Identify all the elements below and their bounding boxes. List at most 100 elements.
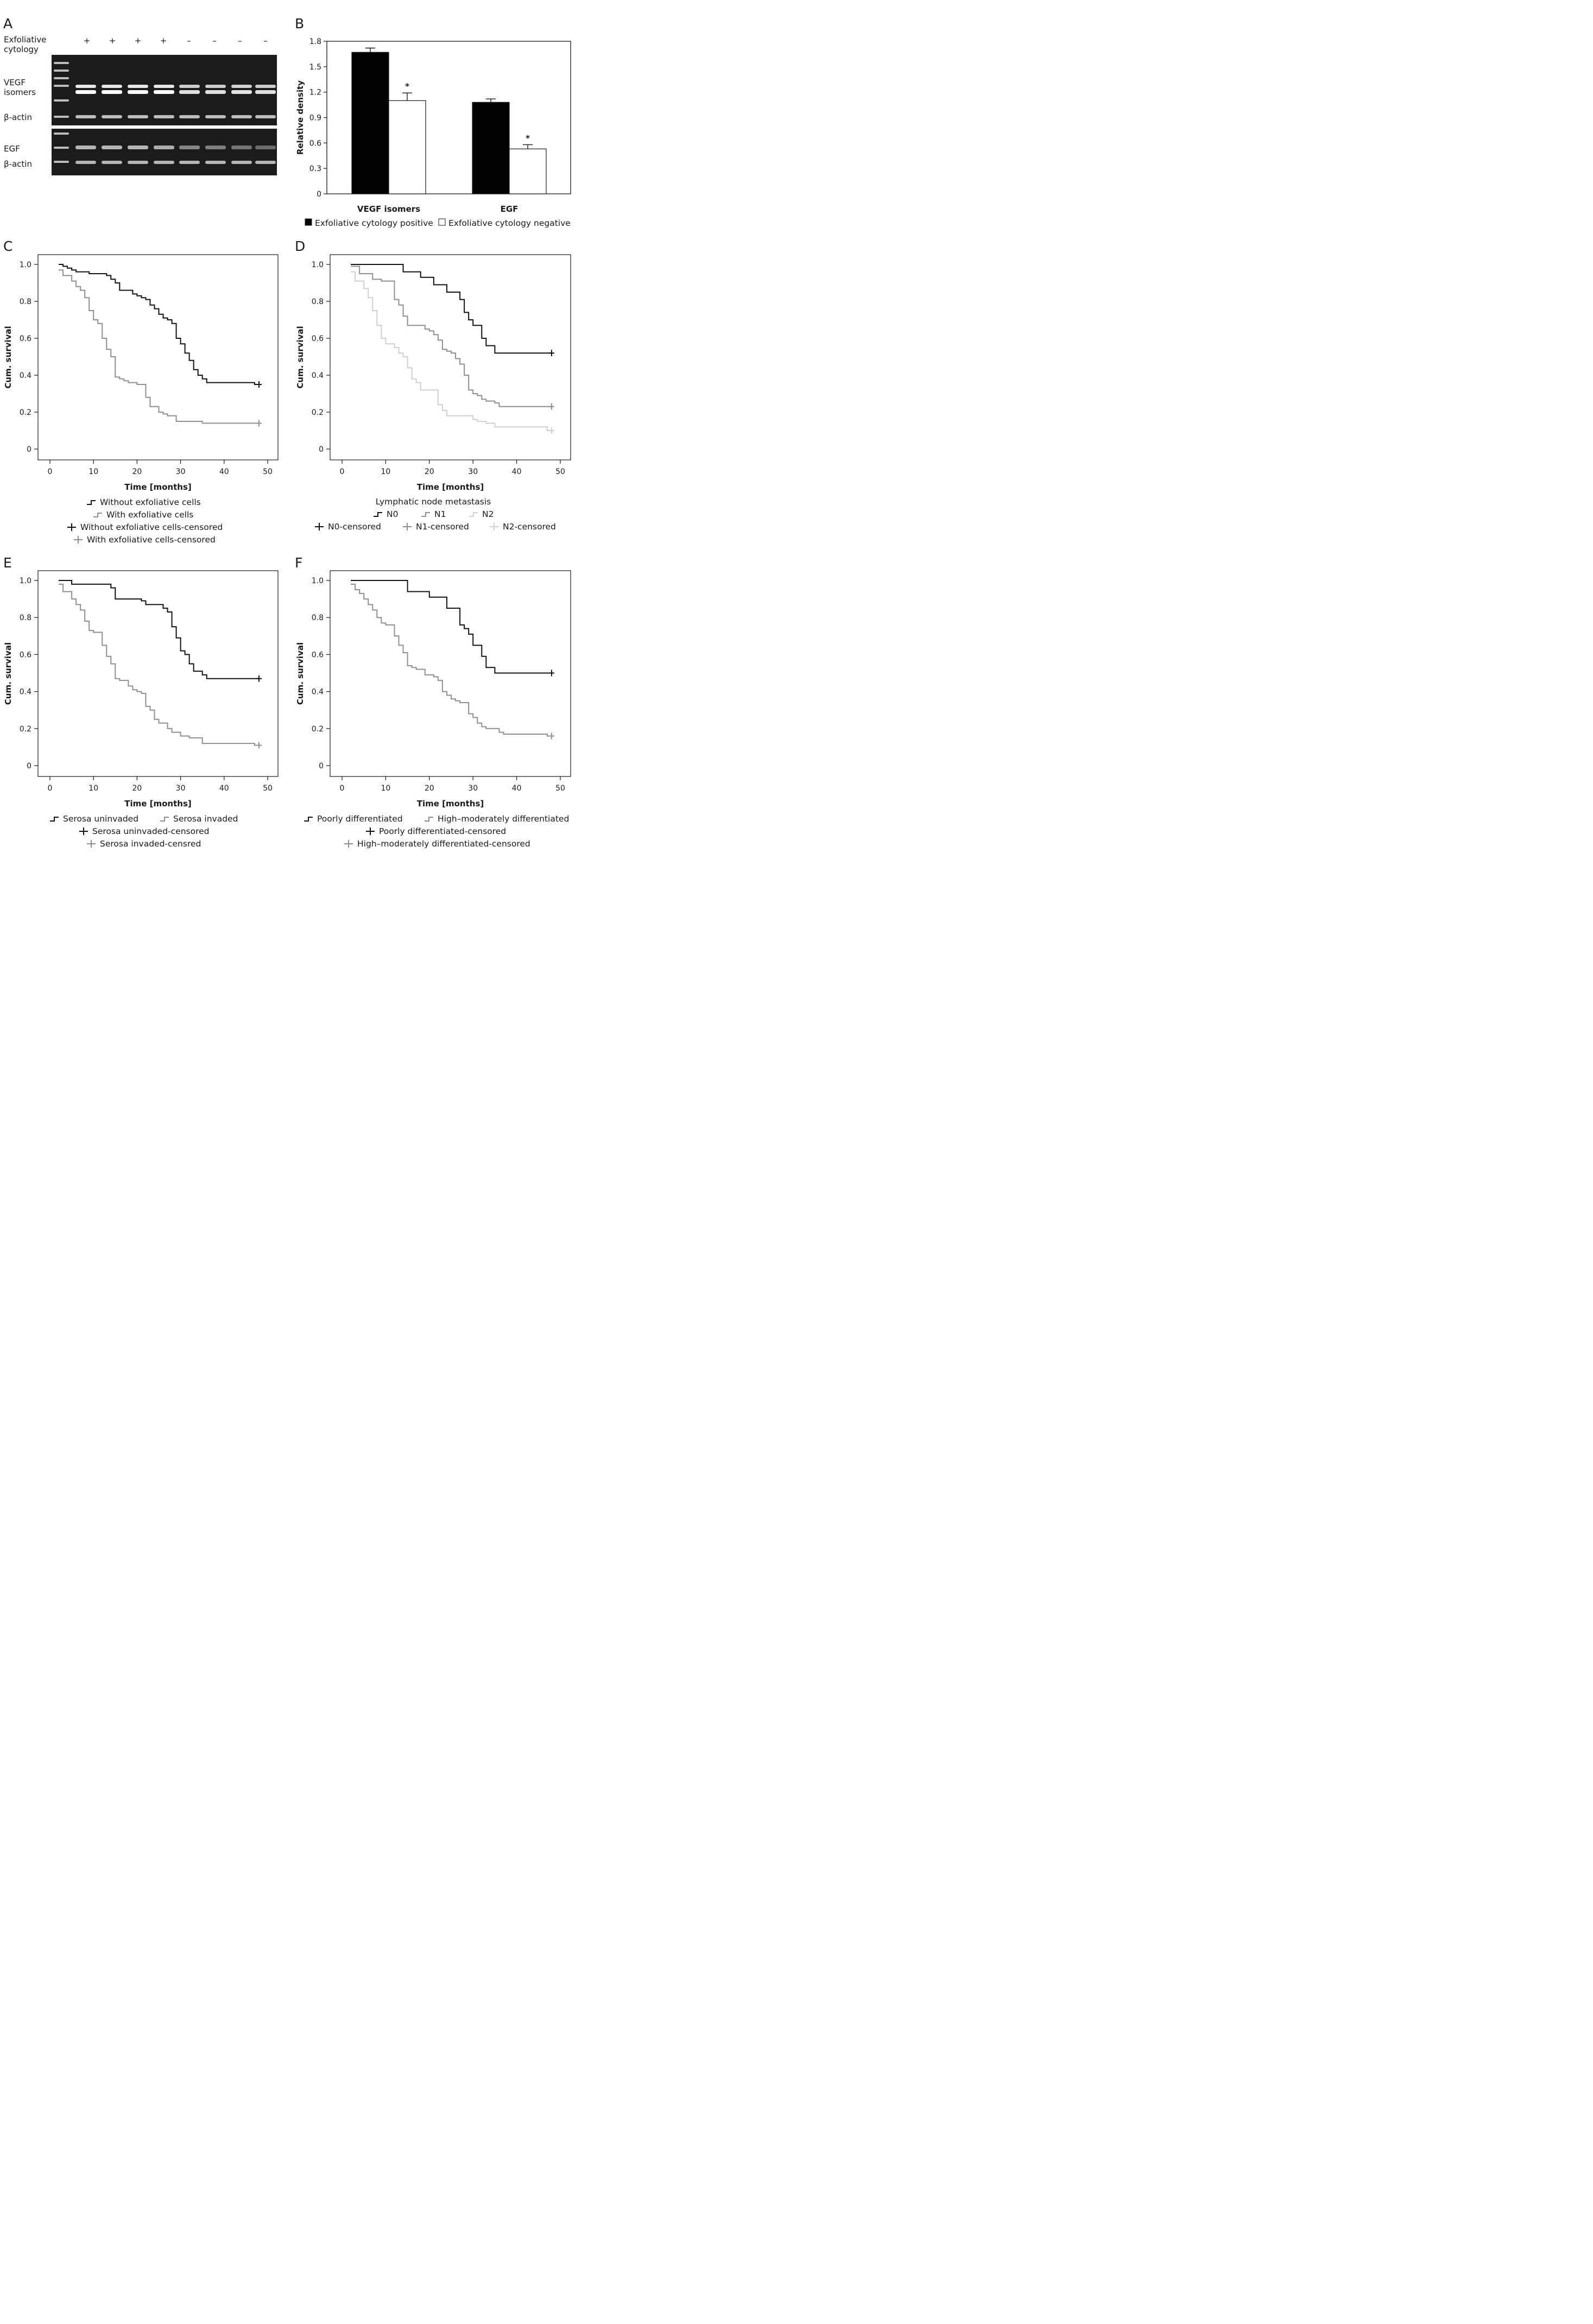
legend-swatch: [438, 218, 446, 226]
survival-curve: [351, 264, 552, 354]
y-tick-label: 0.3: [309, 165, 321, 173]
gel-sign-6: –: [212, 36, 217, 46]
legend-entry: N1-censored: [416, 522, 469, 532]
y-tick-label: 0.2: [312, 408, 324, 417]
gel-label-beta-actin-1: β-actin: [4, 112, 32, 122]
vegf-band-upper: [231, 85, 252, 88]
bar: [351, 52, 389, 194]
plot-frame: [37, 254, 279, 460]
plot-frame: [330, 254, 571, 460]
vegf-band-upper: [154, 85, 174, 88]
panel-e: E 0 10 20 30 40 50 0 0.2 0.4 0.6 0.8 1.0 Time [month…: [3, 555, 279, 848]
y-tick-label: 1.0: [20, 577, 31, 585]
chart-d: 0 10 20 30 40 50 0 0.2 0.4 0.6 0.8 1.0 Time [months]…: [295, 254, 571, 532]
panel-a: A Exfoliative cytology + + + + – – – – VEGF iso…: [3, 16, 277, 175]
legend-entry: With exfoliative cells-censored: [87, 535, 216, 545]
panel-c: C 0 10 20 30 40 50 0 0.2 0.4 0.6 0.8 1.0 Time [month…: [3, 238, 279, 545]
x-tick-label: 30: [468, 468, 478, 476]
panel-label-f: F: [295, 555, 302, 571]
beta-actin-band-1: [102, 115, 122, 118]
y-tick-label: 1.0: [312, 261, 324, 269]
legend-entry: Serosa invaded-censred: [100, 839, 201, 848]
legend-symbol: [344, 840, 353, 848]
gel-sign-5: –: [187, 36, 191, 46]
y-tick-label: 0.6: [312, 334, 324, 343]
survival-curve: [351, 583, 552, 737]
y-tick-label: 0.4: [20, 688, 31, 697]
panel-label-b: B: [295, 16, 304, 31]
legend-symbol: [315, 523, 324, 531]
legend-symbol: [425, 817, 433, 822]
gel-sign-8: –: [263, 36, 268, 46]
vegf-band-lower: [255, 90, 276, 94]
x-tick-label: 10: [88, 468, 98, 476]
beta-actin-band-1: [231, 115, 252, 118]
legend-symbol: [74, 536, 83, 544]
y-tick-label: 1.8: [309, 37, 321, 46]
x-tick-label: 30: [176, 784, 186, 793]
y-tick-label: 0: [317, 190, 321, 199]
legend-swatch: [305, 218, 312, 226]
x-category-label: VEGF isomers: [357, 204, 420, 214]
bar: [509, 148, 547, 194]
gel-label-beta-actin-2: β-actin: [4, 159, 32, 169]
gel-signs: + + + + – – – –: [84, 36, 268, 46]
x-category-label: EGF: [501, 204, 519, 214]
survival-curve: [351, 266, 552, 407]
y-tick-label: 0: [27, 762, 31, 771]
beta-actin-band-2: [231, 161, 252, 164]
egf-band: [255, 146, 276, 149]
vegf-band-lower: [154, 90, 174, 94]
y-tick-label: 1.0: [20, 261, 31, 269]
gel-label-egf: EGF: [4, 144, 20, 154]
figure: A Exfoliative cytology + + + + – – – – VEGF iso…: [3, 16, 571, 848]
censor-mark: [548, 732, 554, 740]
y-tick-label: 0: [319, 445, 324, 454]
chart-b: 0 0.3 0.6 0.9 1.2 1.5 1.8 Relative density VEGF …: [295, 37, 571, 228]
beta-actin-band-1: [179, 115, 200, 118]
survival-curve: [59, 583, 259, 746]
legend-entry: Serosa invaded: [173, 814, 238, 824]
censor-mark: [256, 675, 262, 682]
egf-band: [102, 146, 122, 149]
y-tick-label: 0.4: [20, 371, 31, 380]
legend-entry: Poorly differentiated: [317, 814, 403, 824]
y-tick-label: 0.6: [20, 651, 31, 659]
x-tick-label: 40: [219, 784, 229, 793]
x-tick-label: 20: [425, 784, 434, 793]
beta-actin-band-2: [205, 161, 226, 164]
survival-curve: [351, 271, 552, 431]
panel-label-d: D: [295, 238, 305, 254]
beta-actin-band-1: [128, 115, 148, 118]
x-tick-label: 50: [555, 784, 565, 793]
vegf-band-upper: [128, 85, 148, 88]
y-tick-label: 0.2: [20, 408, 31, 417]
survival-curve: [351, 580, 552, 674]
x-tick-label: 30: [468, 784, 478, 793]
gel-bands: [54, 62, 276, 164]
censor-mark: [548, 427, 554, 434]
legend-symbol: [374, 512, 382, 517]
beta-actin-band-2: [128, 161, 148, 164]
legend-symbol: [67, 523, 76, 531]
censor-mark: [256, 381, 262, 388]
legend-entry: N0-censored: [328, 522, 381, 532]
panel-b: B 0 0.3 0.6 0.9 1.2 1.5 1.8 Relative density VEG…: [295, 16, 571, 228]
chart-c: 0 10 20 30 40 50 0 0.2 0.4 0.6 0.8 1.0 Time [months]…: [3, 254, 279, 545]
gel-sign-4: +: [160, 36, 167, 46]
vegf-band-upper: [102, 85, 122, 88]
y-tick-label: 0.2: [312, 725, 324, 734]
ladder-band: [54, 132, 69, 135]
legend-entry: With exfoliative cells: [106, 510, 193, 520]
vegf-band-upper: [179, 85, 200, 88]
x-axis-label: Time [months]: [124, 482, 192, 492]
x-tick-label: 50: [263, 784, 273, 793]
x-axis-label: Time [months]: [417, 799, 484, 809]
survival-curve: [59, 580, 259, 679]
gel-label-vegf-line1: VEGF: [4, 78, 26, 87]
legend-symbol: [304, 817, 313, 822]
legend-symbol: [366, 828, 375, 835]
beta-actin-band-2: [255, 161, 276, 164]
legend-symbol: [403, 523, 412, 531]
x-axis-label: Time [months]: [124, 799, 192, 809]
